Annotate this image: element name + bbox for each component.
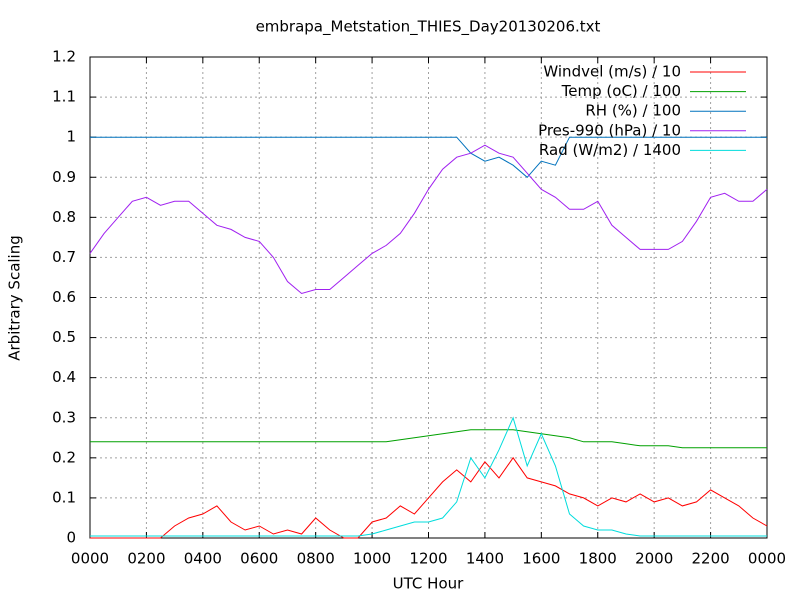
x-axis-label: UTC Hour [393,575,464,593]
x-tick-label: 1400 [466,550,504,568]
x-tick-label: 0800 [297,550,335,568]
legend-label: Rad (W/m2) / 1400 [539,141,681,159]
y-tick-label: 0.9 [52,168,76,186]
y-tick-label: 0.7 [52,248,76,266]
series-line [89,144,768,295]
y-tick-label: 0 [66,529,76,547]
series-line [90,429,767,449]
series-line [90,456,768,539]
x-tick-label: 1200 [409,550,447,568]
x-tick-label: 1800 [579,550,617,568]
y-tick-label: 0.1 [52,488,76,506]
x-tick-label: 2000 [635,550,673,568]
y-tick-label: 0.3 [52,408,76,426]
legend-label: Temp (oC) / 100 [561,82,681,100]
x-tick-label: 0600 [240,550,278,568]
x-tick-label: 2200 [691,550,729,568]
legend-label: Windvel (m/s) / 10 [543,63,681,81]
y-tick-label: 0.5 [52,328,76,346]
chart-title: embrapa_Metstation_THIES_Day20130206.txt [256,18,601,37]
x-tick-label: 0200 [127,550,165,568]
y-tick-label: 1.1 [52,88,76,106]
plot-border [89,56,768,539]
legend-label: RH (%) / 100 [585,102,681,120]
y-tick-label: 0.6 [52,288,76,306]
x-tick-label: 0000 [71,550,109,568]
legend-label: Pres-990 (hPa) / 10 [538,121,681,139]
y-tick-label: 0.2 [52,448,76,466]
x-tick-label: 0400 [184,550,222,568]
y-tick-label: 1 [66,128,76,146]
y-tick-label: 0.8 [52,208,76,226]
y-tick-label: 1.2 [52,48,76,66]
y-tick-label: 0.4 [52,368,76,386]
y-axis-label: Arbitrary Scaling [6,235,24,361]
x-tick-label: 1600 [522,550,560,568]
series-line [90,416,767,537]
x-tick-label: 0000 [748,550,786,568]
series-line [90,136,767,179]
x-tick-label: 1000 [353,550,391,568]
